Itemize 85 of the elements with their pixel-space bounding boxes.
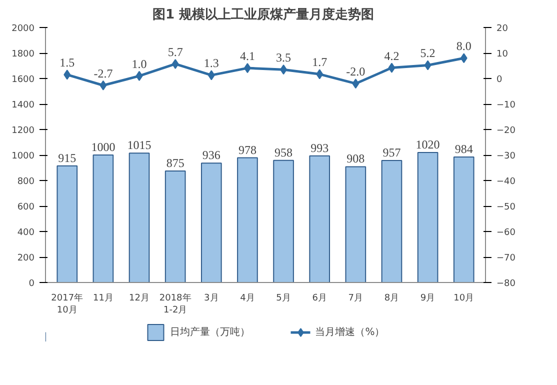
data-label: -2.7 xyxy=(94,66,113,80)
x-tick-label: 4月 xyxy=(240,294,255,304)
data-label: 5.2 xyxy=(420,46,436,60)
y-tick-label: 1200 xyxy=(12,126,35,136)
data-label: 5.7 xyxy=(168,44,183,59)
data-label: -2.0 xyxy=(346,64,366,79)
data-label: 8.0 xyxy=(456,39,472,54)
data-label: 908 xyxy=(346,152,365,166)
point xyxy=(208,70,215,80)
data-label: 984 xyxy=(454,142,473,156)
bar xyxy=(453,156,474,282)
point xyxy=(244,63,251,74)
y2-tick-label: −40 xyxy=(496,177,516,187)
y-tick-label: 1800 xyxy=(12,50,35,60)
bar xyxy=(345,166,366,282)
point xyxy=(100,80,107,90)
legend-label: 当月增速（%） xyxy=(315,326,385,339)
bar xyxy=(164,170,186,282)
data-label: 1015 xyxy=(127,138,152,152)
x-tick-label: 2018年 1-2月 xyxy=(159,292,192,316)
point xyxy=(424,60,432,70)
data-label: 1020 xyxy=(416,137,440,152)
bar xyxy=(381,160,402,282)
data-label: 4.2 xyxy=(384,48,400,63)
bar xyxy=(417,152,438,282)
y2-tick-label: −50 xyxy=(496,202,516,212)
x-tick-label: 12月 xyxy=(129,294,150,304)
y-tick-label: 1600 xyxy=(12,75,35,85)
y-tick-label: 1400 xyxy=(12,100,35,110)
bar xyxy=(309,155,330,282)
y2-tick-label: −80 xyxy=(496,279,516,289)
y-tick-label: 600 xyxy=(17,202,35,212)
point xyxy=(172,58,179,69)
y-tick-label: 400 xyxy=(17,228,35,238)
y-tick-label: 2000 xyxy=(12,24,35,34)
x-tick-label: 8月 xyxy=(384,294,400,304)
y2-tick-label: 20 xyxy=(496,24,508,34)
point xyxy=(352,78,360,89)
y2-tick-label: 0 xyxy=(496,75,502,85)
point xyxy=(280,64,288,75)
bar xyxy=(128,152,150,282)
chart-title: 图1 规模以上工业原煤产量月度走势图 xyxy=(152,6,374,22)
y2-tick-label: −20 xyxy=(496,126,516,136)
data-label: 958 xyxy=(274,145,293,160)
bar xyxy=(237,157,258,282)
y-tick-label: 1000 xyxy=(12,152,35,162)
x-tick-label: 9月 xyxy=(420,294,436,304)
y-tick-label: 800 xyxy=(17,177,35,187)
y2-tick-label: −70 xyxy=(496,254,516,264)
x-tick-label: 6月 xyxy=(312,294,327,304)
y2-tick-label: −60 xyxy=(496,228,516,238)
data-label: 1.3 xyxy=(204,56,219,70)
bar xyxy=(273,160,294,282)
legend-label: 日均产量（万吨） xyxy=(170,326,250,339)
data-label: 978 xyxy=(238,142,256,157)
data-label: 875 xyxy=(166,156,184,170)
y2-tick-label: 10 xyxy=(496,50,508,60)
data-label: 4.1 xyxy=(240,49,255,64)
data-label: 1.0 xyxy=(132,56,147,71)
y2-tick-label: −30 xyxy=(496,152,516,162)
data-label: 1.7 xyxy=(312,55,328,70)
data-label: 957 xyxy=(382,145,401,160)
x-tick-label: 5月 xyxy=(276,294,291,304)
x-tick-label: 2017年 10月 xyxy=(51,292,84,316)
bar xyxy=(92,154,114,282)
point xyxy=(64,70,71,80)
y-tick-label: 200 xyxy=(17,254,35,264)
point xyxy=(136,70,143,81)
data-label: 936 xyxy=(202,148,220,162)
x-tick-label: 11月 xyxy=(92,294,114,304)
point xyxy=(316,69,324,80)
data-label: 993 xyxy=(310,140,329,155)
x-tick-label: 3月 xyxy=(204,294,219,304)
x-tick-label: 7月 xyxy=(348,294,364,304)
point xyxy=(460,53,468,64)
data-label: 1.5 xyxy=(60,56,75,70)
point xyxy=(388,62,396,73)
bar xyxy=(56,165,78,282)
x-tick-label: 10月 xyxy=(454,294,474,304)
y-tick-label: 0 xyxy=(28,279,35,289)
data-label: 3.5 xyxy=(276,50,292,65)
y2-tick-label: −10 xyxy=(496,100,516,110)
bar xyxy=(200,162,222,282)
data-label: 1000 xyxy=(91,140,116,154)
data-label: 915 xyxy=(58,150,76,165)
